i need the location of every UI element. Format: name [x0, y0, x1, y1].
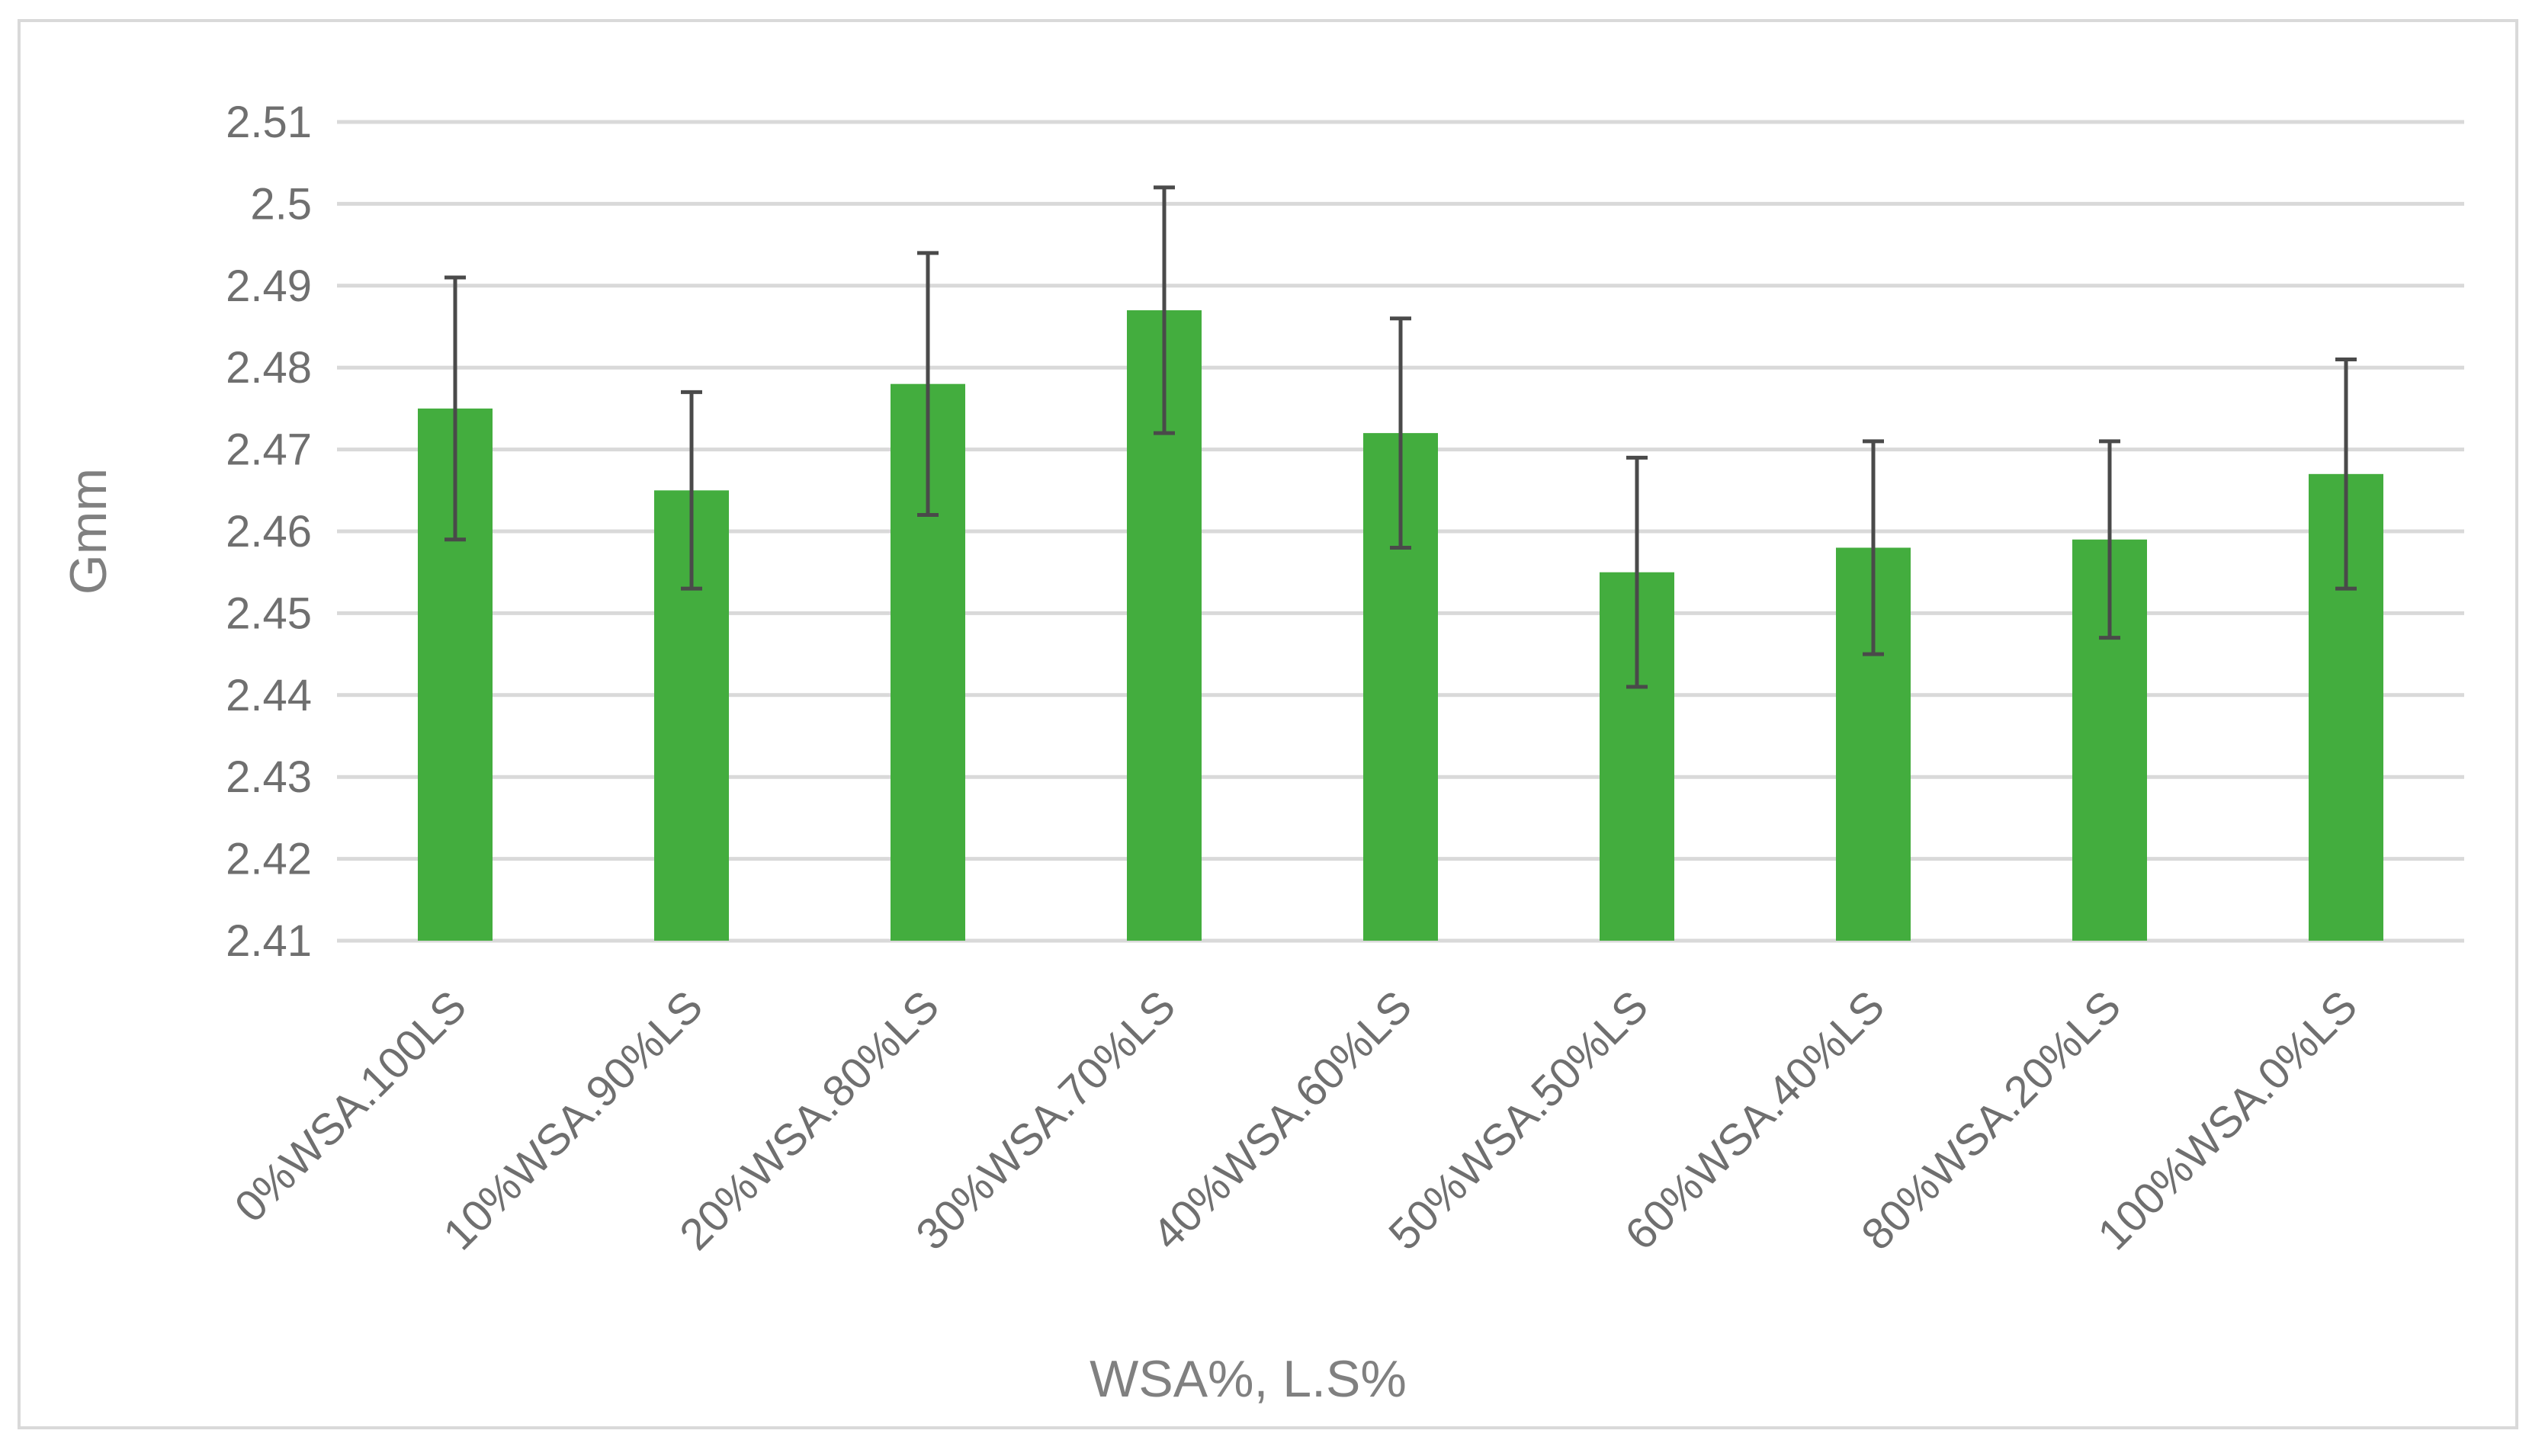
x-axis-title: WSA%, L.S% [1090, 1350, 1407, 1408]
y-axis-tick-labels: 2.41 2.42 2.43 2.44 2.45 2.46 2.47 2.48 2.49 2.5 2… [226, 98, 312, 966]
y-tick-label: 2.49 [226, 261, 312, 311]
y-tick-label: 2.42 [226, 835, 312, 884]
error-bar [917, 251, 939, 518]
x-tick-label: 40%WSA.60%LS [1143, 981, 1421, 1259]
y-axis-title: Gmm [59, 468, 117, 595]
error-bar [681, 390, 702, 591]
y-tick-label: 2.45 [226, 588, 312, 638]
y-tick-label: 2.43 [226, 752, 312, 802]
y-tick-label: 2.41 [226, 916, 312, 966]
x-tick-label: 50%WSA.50%LS [1379, 981, 1658, 1259]
error-bar [444, 275, 466, 542]
x-tick-label: 10%WSA.90%LS [434, 981, 712, 1259]
x-tick-label: 0%WSA.100LS [226, 981, 477, 1232]
x-tick-label: 80%WSA.20%LS [1852, 981, 2130, 1259]
error-bar [1863, 439, 1884, 656]
x-tick-label: 100%WSA.0%LS [2088, 981, 2367, 1259]
x-tick-label: 60%WSA.40%LS [1616, 981, 1894, 1259]
y-tick-label: 2.51 [226, 98, 312, 147]
y-tick-label: 2.46 [226, 507, 312, 556]
chart-frame: 2.41 2.42 2.43 2.44 2.45 2.46 2.47 2.48 2.49 2.5 2… [18, 19, 2518, 1429]
y-tick-label: 2.5 [250, 179, 312, 229]
bar-chart: 2.41 2.42 2.43 2.44 2.45 2.46 2.47 2.48 2.49 2.5 2… [59, 98, 2464, 1408]
bars [418, 310, 2383, 941]
error-bar [1626, 455, 1648, 689]
error-bar [1390, 316, 1411, 550]
x-axis-tick-labels: 0%WSA.100LS10%WSA.90%LS20%WSA.80%LS30%WS… [226, 981, 2367, 1259]
y-tick-label: 2.47 [226, 425, 312, 475]
error-bar [2335, 357, 2357, 591]
error-bar [1154, 185, 1175, 435]
error-bar [2099, 439, 2120, 640]
y-tick-label: 2.44 [226, 671, 312, 720]
x-tick-label: 30%WSA.70%LS [907, 981, 1185, 1259]
x-tick-label: 20%WSA.80%LS [670, 981, 948, 1259]
error-bars [444, 185, 2357, 689]
y-tick-label: 2.48 [226, 343, 312, 393]
